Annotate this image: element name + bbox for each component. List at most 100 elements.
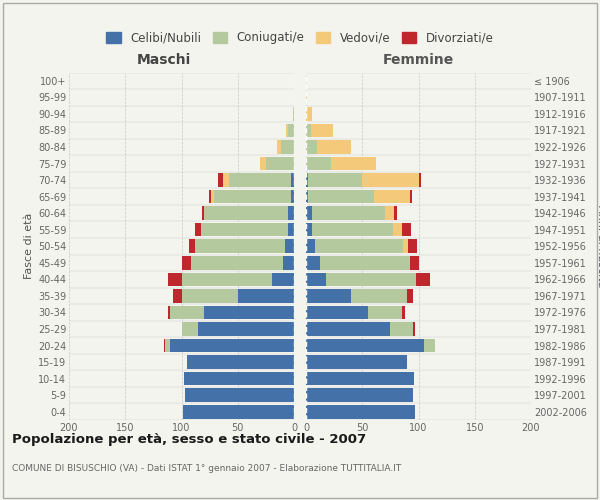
Bar — [424, 339, 436, 352]
Bar — [286, 124, 289, 137]
Bar — [271, 272, 294, 286]
Bar — [413, 322, 415, 336]
Bar — [409, 190, 412, 203]
Bar — [218, 174, 223, 187]
Text: COMUNE DI BISUSCHIO (VA) - Dati ISTAT 1° gennaio 2007 - Elaborazione TUTTITALIA.: COMUNE DI BISUSCHIO (VA) - Dati ISTAT 1°… — [12, 464, 401, 473]
Bar — [407, 289, 413, 302]
Bar — [306, 339, 424, 352]
Bar — [409, 240, 418, 253]
Text: Popolazione per età, sesso e stato civile - 2007: Popolazione per età, sesso e stato civil… — [12, 432, 366, 446]
Bar — [326, 272, 416, 286]
Y-axis label: Anni di nascita: Anni di nascita — [596, 205, 600, 288]
Text: Femmine: Femmine — [383, 52, 454, 66]
Bar — [401, 223, 410, 236]
Bar — [182, 322, 199, 336]
Bar — [290, 174, 294, 187]
Bar — [306, 190, 308, 203]
Bar — [214, 190, 290, 203]
Bar — [306, 174, 308, 187]
Bar — [229, 174, 290, 187]
Bar — [200, 223, 289, 236]
Bar — [289, 223, 294, 236]
Bar — [190, 240, 195, 253]
Bar — [308, 174, 362, 187]
Bar — [306, 289, 351, 302]
Bar — [331, 156, 376, 170]
Bar — [306, 356, 407, 369]
Bar — [306, 124, 311, 137]
Bar — [209, 190, 211, 203]
Bar — [168, 272, 182, 286]
Bar — [163, 339, 164, 352]
Bar — [306, 322, 391, 336]
Bar — [170, 306, 204, 319]
Bar — [306, 306, 368, 319]
Bar — [311, 206, 385, 220]
Text: Maschi: Maschi — [136, 52, 191, 66]
Legend: Celibi/Nubili, Coniugati/e, Vedovi/e, Divorziati/e: Celibi/Nubili, Coniugati/e, Vedovi/e, Di… — [106, 32, 494, 44]
Bar — [260, 156, 266, 170]
Bar — [320, 256, 409, 270]
Bar — [199, 322, 294, 336]
Bar — [290, 190, 294, 203]
Bar — [238, 289, 294, 302]
Bar — [403, 240, 409, 253]
Bar — [182, 405, 294, 418]
Bar — [419, 174, 421, 187]
Bar — [185, 388, 294, 402]
Bar — [416, 272, 430, 286]
Bar — [306, 272, 326, 286]
Bar — [202, 206, 204, 220]
Bar — [195, 240, 285, 253]
Bar — [306, 206, 311, 220]
Bar — [311, 124, 333, 137]
Bar — [289, 206, 294, 220]
Bar — [351, 289, 407, 302]
Bar — [306, 372, 414, 386]
Bar — [368, 306, 401, 319]
Bar — [182, 256, 191, 270]
Bar — [391, 322, 413, 336]
Bar — [306, 388, 413, 402]
Bar — [401, 306, 405, 319]
Bar — [281, 140, 294, 153]
Bar — [211, 190, 214, 203]
Bar — [394, 206, 397, 220]
Bar — [306, 240, 315, 253]
Bar — [182, 289, 238, 302]
Bar — [204, 206, 289, 220]
Bar — [191, 256, 283, 270]
Bar — [306, 405, 415, 418]
Bar — [315, 240, 403, 253]
Bar — [277, 140, 281, 153]
Bar — [308, 190, 373, 203]
Bar — [385, 206, 394, 220]
Bar — [373, 190, 409, 203]
Bar — [223, 174, 229, 187]
Bar — [293, 107, 294, 120]
Bar — [306, 156, 331, 170]
Y-axis label: Fasce di età: Fasce di età — [23, 213, 34, 280]
Bar — [187, 356, 294, 369]
Bar — [170, 339, 294, 352]
Bar — [317, 140, 351, 153]
Bar — [306, 256, 320, 270]
Bar — [362, 174, 419, 187]
Bar — [195, 223, 200, 236]
Bar — [283, 256, 294, 270]
Bar — [182, 272, 271, 286]
Bar — [285, 240, 294, 253]
Bar — [311, 223, 392, 236]
Bar — [266, 156, 294, 170]
Bar — [164, 339, 170, 352]
Bar — [306, 223, 311, 236]
Bar — [409, 256, 419, 270]
Bar — [306, 107, 311, 120]
Bar — [168, 306, 170, 319]
Bar — [392, 223, 401, 236]
Bar — [173, 289, 182, 302]
Bar — [306, 90, 307, 104]
Bar — [289, 124, 294, 137]
Bar — [204, 306, 294, 319]
Bar — [306, 140, 317, 153]
